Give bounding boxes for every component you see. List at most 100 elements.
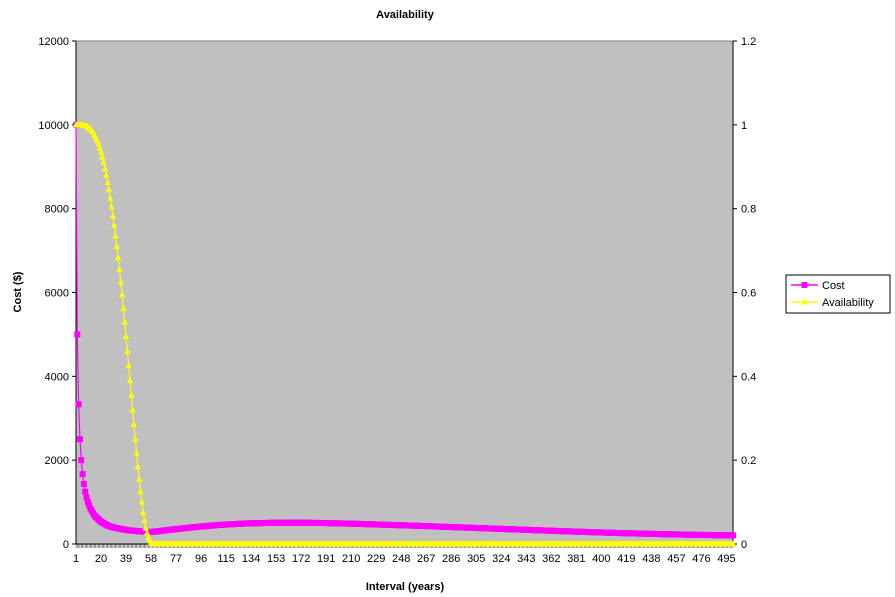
x-tick-label: 343: [517, 553, 535, 565]
availability-point: [103, 171, 110, 178]
cost-point: [86, 502, 93, 509]
x-tick-label: 58: [145, 553, 157, 565]
availability-point: [135, 475, 143, 482]
availability-point: [134, 462, 142, 469]
y2-tick-label: 0: [741, 539, 747, 551]
availability-point: [101, 165, 109, 172]
x-tick-label: 96: [195, 553, 207, 565]
y-tick-label: 12000: [38, 36, 69, 48]
availability-point: [142, 524, 149, 531]
y2-tick-label: 0.6: [741, 288, 756, 300]
x-tick-label: 286: [442, 553, 460, 565]
availability-point: [112, 232, 119, 239]
cost-point: [78, 457, 85, 464]
series-cost: [73, 121, 736, 539]
x-tick-label: 1: [73, 553, 79, 565]
y-tick-label: 10000: [38, 120, 69, 132]
x-tick-label: 457: [667, 553, 685, 565]
y-tick-label: 2000: [45, 455, 69, 467]
cost-point: [79, 471, 86, 478]
availability-point: [105, 186, 113, 193]
y2-tick-label: 0.8: [741, 204, 756, 216]
availability-point: [141, 516, 148, 523]
legend-box: [785, 274, 891, 314]
availability-point: [129, 406, 136, 413]
cost-point: [84, 499, 91, 506]
x-axis-title: Interval (years): [366, 581, 445, 593]
plot-area: [75, 40, 734, 545]
x-tick-label: 20: [95, 553, 107, 565]
availability-point: [126, 377, 134, 384]
y-tick-label: 8000: [45, 204, 69, 216]
availability-point: [110, 221, 118, 228]
x-tick-label: 210: [342, 553, 360, 565]
series-layer: [72, 121, 737, 547]
availability-point: [137, 488, 144, 495]
y-axis-title: Cost ($): [12, 271, 24, 312]
availability-point: [122, 333, 130, 340]
availability-point: [118, 291, 126, 298]
cost-point: [80, 481, 87, 488]
availability-point: [117, 278, 124, 285]
availability-point: [120, 304, 127, 311]
availability-point: [96, 144, 103, 151]
x-tick-label: 305: [467, 553, 485, 565]
legend-marker: [801, 282, 808, 288]
y-tick-label: 6000: [45, 288, 69, 300]
availability-point: [100, 159, 107, 166]
x-tick-label: 438: [642, 553, 660, 565]
legend-label-cost: Cost: [822, 280, 845, 292]
availability-point: [130, 421, 138, 428]
availability-point: [143, 529, 151, 536]
cost-point: [74, 331, 81, 338]
x-tick-label: 476: [692, 553, 710, 565]
y-tick-label: 0: [63, 539, 69, 551]
availability-point: [729, 540, 737, 547]
availability-point: [114, 254, 122, 261]
x-tick-label: 248: [392, 553, 410, 565]
availability-point: [125, 362, 132, 369]
y2-tick-label: 1.2: [741, 36, 756, 48]
availability-point: [99, 153, 106, 160]
availability-point: [109, 212, 117, 219]
availability-point: [116, 265, 123, 272]
availability-point: [97, 148, 105, 155]
y2-tick-label: 0.4: [741, 371, 756, 383]
cost-point: [75, 401, 82, 408]
x-tick-label: 229: [367, 553, 385, 565]
x-tick-label: 400: [592, 553, 610, 565]
availability-point: [104, 178, 111, 185]
availability-point: [139, 509, 147, 516]
y-axis-left: 0 2000 4000 6000 8000 10000 12000: [38, 36, 77, 551]
x-tick-label: 362: [542, 553, 560, 565]
x-tick-label: 134: [242, 553, 260, 565]
availability-point: [133, 449, 140, 456]
cost-point: [82, 488, 89, 495]
x-tick-label: 77: [170, 553, 182, 565]
availability-point: [124, 347, 131, 354]
legend: Cost Availability: [785, 274, 891, 314]
legend-label-availability: Availability: [822, 297, 874, 309]
x-tick-label: 115: [217, 553, 235, 565]
x-tick-label: 419: [617, 553, 635, 565]
x-tick-label: 172: [292, 553, 310, 565]
availability-point: [121, 318, 128, 325]
series-availability: [72, 121, 737, 547]
x-tick-label: 381: [567, 553, 585, 565]
cost-point: [730, 532, 736, 539]
cost-point: [83, 494, 90, 501]
chart-title: Availability: [376, 9, 435, 21]
y-tick-label: 4000: [45, 371, 69, 383]
x-tick-label: 39: [120, 553, 132, 565]
x-tick-label: 267: [417, 553, 435, 565]
availability-point: [113, 242, 121, 249]
availability-point: [128, 391, 135, 398]
availability-point: [108, 203, 115, 210]
x-tick-label: 324: [492, 553, 510, 565]
x-axis: 1 20 39 58 77 96 115 134 153 172 191 210 229 248 267 28…: [73, 543, 736, 565]
x-tick-label: 495: [717, 553, 735, 565]
y2-tick-label: 1: [741, 120, 747, 132]
x-tick-label: 191: [317, 553, 335, 565]
availability-point: [138, 498, 146, 505]
